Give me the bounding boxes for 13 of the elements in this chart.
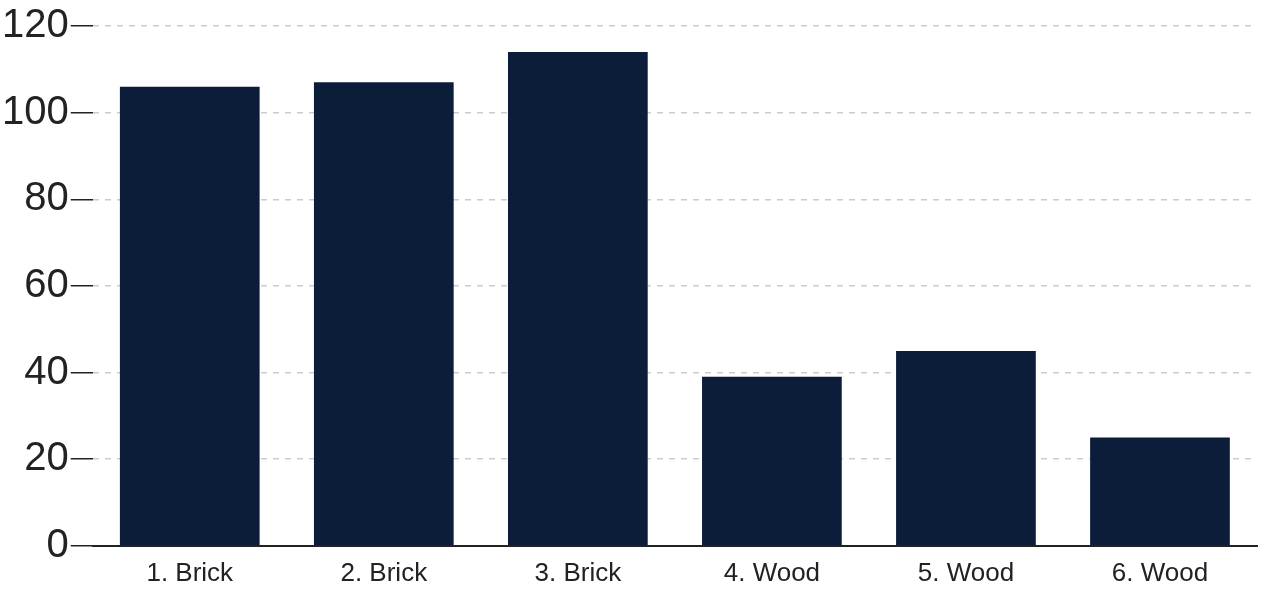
x-tick-label: 5. Wood bbox=[917, 556, 1015, 587]
y-tick-label: 20 bbox=[24, 434, 69, 479]
x-tick-label: 4. Wood bbox=[723, 556, 821, 587]
y-tick-label: 60 bbox=[24, 260, 69, 305]
y-tick-label: 0 bbox=[46, 520, 69, 565]
x-tick-label: 2. Brick bbox=[340, 556, 429, 587]
x-tick-label: 3. Brick bbox=[534, 556, 623, 587]
y-tick-label: 100 bbox=[1, 87, 69, 132]
y-tick-label: 120 bbox=[1, 1, 69, 46]
x-tick-label: 1. Brick bbox=[146, 556, 235, 587]
x-tick-label: 6. Wood bbox=[1111, 556, 1209, 587]
y-tick-label: 80 bbox=[24, 174, 69, 219]
y-tick-label: 40 bbox=[24, 347, 69, 392]
